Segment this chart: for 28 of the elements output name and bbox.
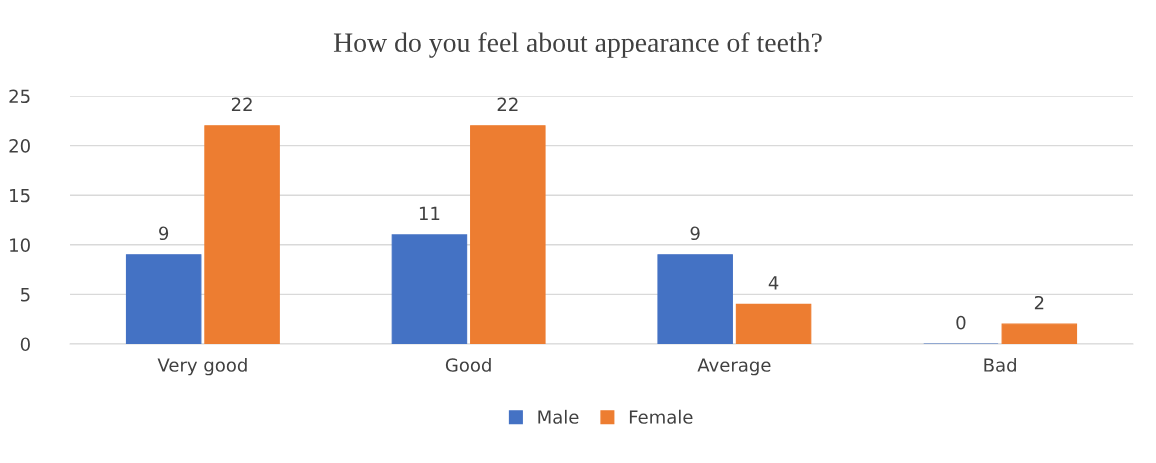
- y-tick-label: 10: [10, 238, 30, 252]
- x-tick-label: Bad: [984, 357, 1016, 372]
- bar: [470, 125, 546, 344]
- legend-label: Male: [538, 409, 579, 424]
- bar: [391, 234, 468, 344]
- x-tick-label: Good: [445, 357, 491, 372]
- data-label: 22: [497, 97, 518, 111]
- x-tick-label: Very good: [157, 357, 247, 376]
- data-label: 0: [956, 315, 966, 330]
- data-label: 22: [231, 97, 252, 111]
- data-label: 9: [690, 226, 700, 241]
- data-label: 4: [768, 276, 779, 290]
- y-tick-label: 20: [9, 139, 30, 153]
- bar: [204, 125, 280, 344]
- y-tick-label: 5: [21, 288, 30, 302]
- data-label: 11: [419, 206, 440, 221]
- y-tick-label: 0: [20, 337, 30, 352]
- bar: [735, 303, 812, 344]
- legend-label: Female: [629, 409, 693, 424]
- bar: [1001, 323, 1078, 344]
- bar: [125, 254, 202, 344]
- data-label: 9: [159, 226, 169, 241]
- y-tick-label: 15: [10, 188, 30, 203]
- y-tick-label: 25: [9, 89, 30, 104]
- chart-title: How do you feel about appearance of teeth?: [333, 32, 822, 58]
- data-label: 2: [1034, 295, 1044, 310]
- x-tick-label: Average: [697, 358, 771, 376]
- bar: [657, 254, 733, 344]
